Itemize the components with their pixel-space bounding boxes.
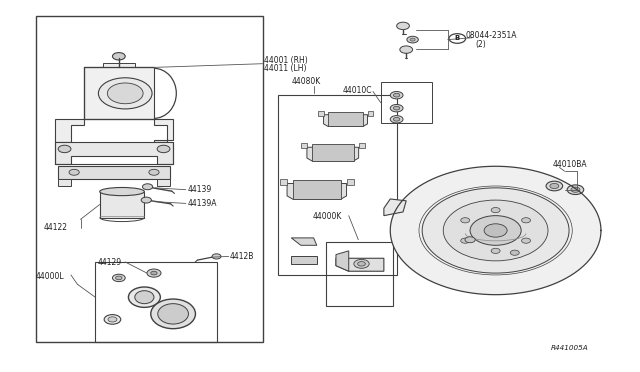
Polygon shape	[55, 119, 84, 141]
Circle shape	[113, 52, 125, 60]
Circle shape	[394, 93, 400, 97]
Circle shape	[69, 169, 79, 175]
Text: 44000L: 44000L	[36, 272, 65, 281]
Circle shape	[212, 254, 221, 259]
Bar	[367, 111, 373, 116]
Circle shape	[108, 317, 117, 322]
Circle shape	[422, 188, 569, 273]
Circle shape	[470, 216, 521, 245]
Circle shape	[567, 185, 584, 195]
Circle shape	[484, 224, 507, 237]
Text: 44122: 44122	[44, 223, 67, 232]
Text: (2): (2)	[476, 40, 486, 49]
Polygon shape	[336, 258, 384, 271]
Polygon shape	[328, 112, 363, 126]
Bar	[301, 143, 307, 148]
Ellipse shape	[151, 299, 195, 329]
Polygon shape	[100, 192, 145, 218]
Bar	[346, 179, 354, 185]
Circle shape	[522, 218, 531, 223]
Bar	[326, 241, 394, 307]
Bar	[358, 143, 365, 148]
Text: 44010C: 44010C	[343, 86, 372, 95]
Ellipse shape	[100, 187, 145, 196]
Circle shape	[491, 248, 500, 253]
Circle shape	[147, 269, 161, 277]
Circle shape	[400, 46, 413, 53]
Circle shape	[390, 105, 403, 112]
Text: 44000K: 44000K	[312, 212, 342, 221]
Circle shape	[113, 274, 125, 282]
Circle shape	[410, 38, 415, 41]
Text: 44139A: 44139A	[188, 199, 218, 208]
Bar	[280, 179, 287, 185]
Text: B: B	[454, 35, 460, 42]
Circle shape	[358, 262, 365, 266]
Bar	[36, 16, 262, 341]
Circle shape	[461, 218, 470, 223]
Bar	[381, 82, 432, 123]
Circle shape	[461, 238, 470, 243]
Circle shape	[465, 237, 475, 243]
Text: 4412B: 4412B	[229, 252, 253, 261]
Circle shape	[407, 36, 419, 43]
Polygon shape	[58, 179, 71, 186]
Circle shape	[397, 22, 410, 30]
Polygon shape	[312, 144, 353, 161]
Circle shape	[151, 271, 157, 275]
Text: 44139: 44139	[188, 185, 212, 194]
Polygon shape	[291, 238, 317, 245]
Polygon shape	[384, 199, 406, 216]
Polygon shape	[84, 67, 154, 119]
Polygon shape	[336, 251, 349, 271]
Circle shape	[58, 145, 71, 153]
Polygon shape	[307, 147, 358, 161]
Text: 44080K: 44080K	[291, 77, 321, 86]
Circle shape	[108, 83, 143, 104]
Circle shape	[444, 200, 548, 261]
Circle shape	[390, 92, 403, 99]
Polygon shape	[154, 119, 173, 141]
Circle shape	[149, 169, 159, 175]
Circle shape	[546, 181, 563, 191]
Text: R441005A: R441005A	[551, 345, 589, 351]
Circle shape	[354, 259, 369, 268]
Bar	[278, 95, 397, 275]
Polygon shape	[390, 166, 601, 295]
Bar	[318, 111, 324, 116]
Bar	[103, 63, 135, 67]
Polygon shape	[293, 180, 340, 199]
Circle shape	[116, 276, 122, 280]
Polygon shape	[157, 179, 170, 186]
Circle shape	[571, 187, 580, 192]
Ellipse shape	[135, 291, 154, 304]
Polygon shape	[287, 183, 346, 199]
Circle shape	[143, 184, 153, 190]
Polygon shape	[58, 166, 170, 179]
Circle shape	[491, 208, 500, 213]
Circle shape	[104, 315, 121, 324]
Ellipse shape	[129, 287, 161, 307]
Text: 44010BA: 44010BA	[553, 160, 588, 169]
Text: 44129: 44129	[98, 258, 122, 267]
Text: 08044-2351A: 08044-2351A	[466, 31, 517, 41]
Circle shape	[522, 238, 531, 243]
Text: 44001 (RH): 44001 (RH)	[264, 56, 308, 65]
Polygon shape	[324, 115, 367, 126]
Ellipse shape	[158, 304, 188, 324]
Text: 44011 (LH): 44011 (LH)	[264, 64, 307, 73]
Circle shape	[390, 116, 403, 123]
Bar	[95, 262, 216, 341]
Polygon shape	[55, 141, 173, 164]
Polygon shape	[291, 256, 317, 264]
Circle shape	[157, 145, 170, 153]
Circle shape	[394, 106, 400, 110]
Circle shape	[510, 250, 519, 255]
Circle shape	[394, 118, 400, 121]
Circle shape	[99, 78, 152, 109]
Circle shape	[550, 183, 559, 189]
Circle shape	[141, 197, 152, 203]
